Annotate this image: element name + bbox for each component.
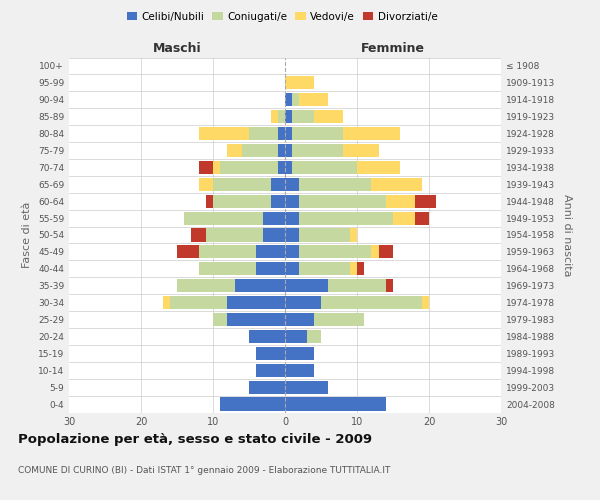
Bar bbox=[263, 228, 285, 241]
Text: Maschi: Maschi bbox=[152, 42, 202, 55]
Bar bbox=[213, 313, 227, 326]
Bar bbox=[415, 194, 436, 208]
Bar bbox=[422, 296, 429, 309]
Bar bbox=[321, 296, 422, 309]
Bar bbox=[249, 380, 285, 394]
Bar bbox=[177, 279, 235, 292]
Bar bbox=[386, 194, 415, 208]
Bar bbox=[256, 346, 285, 360]
Bar bbox=[314, 110, 343, 124]
Bar bbox=[285, 296, 321, 309]
Bar bbox=[292, 127, 343, 140]
Bar bbox=[307, 330, 321, 343]
Bar bbox=[220, 161, 278, 174]
Bar bbox=[199, 161, 213, 174]
Bar bbox=[213, 194, 271, 208]
Bar bbox=[285, 279, 328, 292]
Bar bbox=[206, 228, 263, 241]
Bar bbox=[249, 127, 278, 140]
Bar bbox=[227, 296, 285, 309]
Bar bbox=[299, 178, 371, 191]
Bar bbox=[350, 262, 357, 276]
Bar bbox=[285, 313, 314, 326]
Bar bbox=[278, 110, 285, 124]
Bar bbox=[199, 246, 256, 258]
Bar bbox=[256, 246, 285, 258]
Bar bbox=[285, 161, 292, 174]
Bar bbox=[285, 330, 307, 343]
Bar bbox=[292, 144, 343, 157]
Bar bbox=[357, 262, 364, 276]
Bar bbox=[299, 228, 350, 241]
Bar bbox=[314, 313, 364, 326]
Bar bbox=[242, 144, 278, 157]
Text: Femmine: Femmine bbox=[361, 42, 425, 55]
Bar bbox=[292, 110, 314, 124]
Bar bbox=[343, 127, 400, 140]
Bar bbox=[177, 246, 199, 258]
Bar bbox=[206, 194, 213, 208]
Bar bbox=[285, 364, 314, 377]
Bar bbox=[299, 246, 371, 258]
Bar bbox=[415, 212, 429, 224]
Bar bbox=[213, 178, 271, 191]
Bar bbox=[343, 144, 379, 157]
Bar bbox=[271, 110, 278, 124]
Bar bbox=[285, 212, 299, 224]
Bar bbox=[285, 110, 292, 124]
Bar bbox=[256, 364, 285, 377]
Bar bbox=[292, 93, 299, 106]
Bar bbox=[184, 212, 263, 224]
Bar bbox=[285, 228, 299, 241]
Bar bbox=[278, 144, 285, 157]
Bar bbox=[227, 144, 242, 157]
Bar bbox=[271, 194, 285, 208]
Bar bbox=[285, 144, 292, 157]
Bar bbox=[271, 178, 285, 191]
Bar bbox=[386, 279, 393, 292]
Bar bbox=[299, 194, 386, 208]
Bar bbox=[285, 380, 328, 394]
Bar bbox=[170, 296, 227, 309]
Bar bbox=[371, 246, 379, 258]
Bar bbox=[285, 93, 292, 106]
Bar bbox=[191, 228, 206, 241]
Bar bbox=[199, 178, 213, 191]
Bar bbox=[357, 161, 400, 174]
Bar bbox=[227, 313, 285, 326]
Bar bbox=[393, 212, 415, 224]
Bar bbox=[350, 228, 357, 241]
Bar bbox=[285, 346, 314, 360]
Bar bbox=[285, 246, 299, 258]
Bar bbox=[199, 127, 249, 140]
Bar bbox=[235, 279, 285, 292]
Bar bbox=[213, 161, 220, 174]
Bar bbox=[256, 262, 285, 276]
Bar bbox=[285, 194, 299, 208]
Bar bbox=[278, 161, 285, 174]
Bar bbox=[249, 330, 285, 343]
Bar bbox=[285, 398, 386, 410]
Bar bbox=[285, 127, 292, 140]
Text: Popolazione per età, sesso e stato civile - 2009: Popolazione per età, sesso e stato civil… bbox=[18, 432, 372, 446]
Bar bbox=[299, 262, 350, 276]
Bar bbox=[371, 178, 422, 191]
Bar bbox=[199, 262, 256, 276]
Bar bbox=[285, 178, 299, 191]
Bar bbox=[163, 296, 170, 309]
Bar bbox=[278, 127, 285, 140]
Bar bbox=[285, 76, 314, 90]
Text: COMUNE DI CURINO (BI) - Dati ISTAT 1° gennaio 2009 - Elaborazione TUTTITALIA.IT: COMUNE DI CURINO (BI) - Dati ISTAT 1° ge… bbox=[18, 466, 391, 475]
Bar bbox=[292, 161, 357, 174]
Bar bbox=[299, 93, 328, 106]
Bar bbox=[285, 262, 299, 276]
Bar bbox=[299, 212, 393, 224]
Bar bbox=[328, 279, 386, 292]
Bar bbox=[263, 212, 285, 224]
Legend: Celibi/Nubili, Coniugati/e, Vedovi/e, Divorziati/e: Celibi/Nubili, Coniugati/e, Vedovi/e, Di… bbox=[122, 8, 442, 26]
Y-axis label: Anni di nascita: Anni di nascita bbox=[562, 194, 572, 276]
Y-axis label: Fasce di età: Fasce di età bbox=[22, 202, 32, 268]
Bar bbox=[220, 398, 285, 410]
Bar bbox=[379, 246, 393, 258]
